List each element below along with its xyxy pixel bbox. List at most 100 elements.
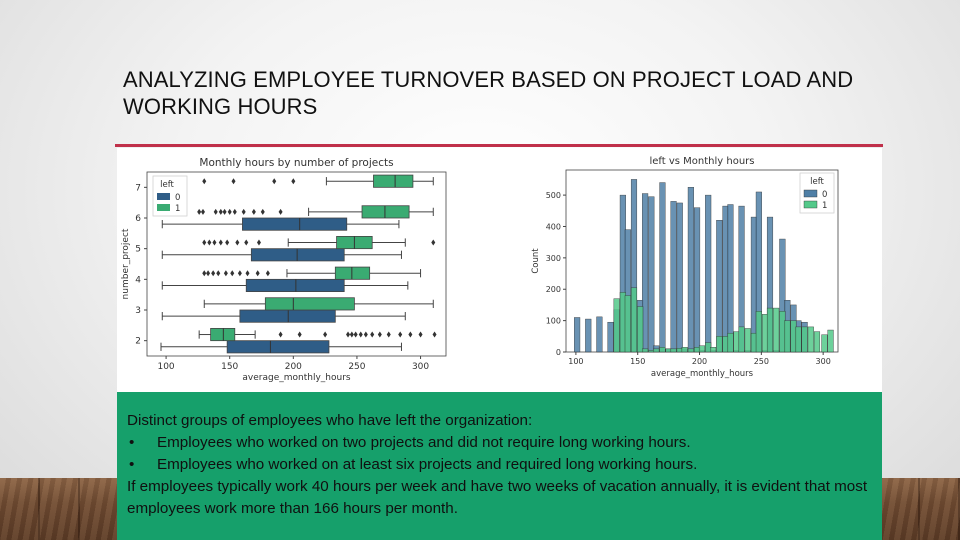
legend-title: left xyxy=(160,180,174,190)
bullet-dot: • xyxy=(129,434,135,451)
histogram-bar-0 xyxy=(607,321,614,353)
bullet-dot: • xyxy=(129,456,135,473)
insight-bullet: • Employees who worked on two projects a… xyxy=(127,432,872,454)
box-1 xyxy=(264,297,355,311)
outlier-point xyxy=(408,331,413,338)
outlier-point xyxy=(222,208,227,215)
histogram-bar-1 xyxy=(795,326,802,353)
y-tick-label: 4 xyxy=(135,275,141,285)
histogram-bar-0 xyxy=(574,317,581,353)
outlier-point xyxy=(218,239,223,246)
outlier-point xyxy=(241,208,246,215)
insight-conclusion: If employees typically work 40 hours per… xyxy=(127,478,868,517)
outlier-point xyxy=(398,331,403,338)
histogram-bar-1 xyxy=(698,345,706,353)
x-axis-label: average_monthly_hours xyxy=(651,369,754,379)
outlier-point xyxy=(213,208,218,215)
legend-swatch xyxy=(157,193,170,200)
histogram-bar-1 xyxy=(716,336,723,353)
histogram-bar-1 xyxy=(613,298,620,353)
histogram-bar-1 xyxy=(710,347,717,353)
histogram-bar-1 xyxy=(738,326,745,353)
y-tick-label: 300 xyxy=(546,254,561,263)
histogram-bar-0 xyxy=(648,196,655,353)
plot-frame xyxy=(146,171,447,357)
outlier-point xyxy=(200,208,205,215)
histogram-bar-1 xyxy=(642,348,649,353)
histogram-bar-1 xyxy=(766,307,774,353)
histogram-bar-1 xyxy=(773,307,780,353)
outlier-point xyxy=(265,270,270,277)
outlier-point xyxy=(363,331,368,338)
outlier-point xyxy=(278,208,283,215)
outlier-point xyxy=(377,331,382,338)
histogram-bar-1 xyxy=(727,332,734,353)
outlier-point xyxy=(225,239,230,246)
outlier-point xyxy=(227,208,232,215)
outlier-point xyxy=(431,239,436,246)
histogram-bar-1 xyxy=(755,311,762,353)
y-tick-label: 7 xyxy=(135,183,141,193)
insight-box: Distinct groups of employees who have le… xyxy=(117,392,882,540)
outlier-point xyxy=(206,270,211,277)
outlier-point xyxy=(358,331,363,338)
histogram-bar-1 xyxy=(630,287,638,353)
outlier-point xyxy=(231,178,236,185)
histogram-bar-1 xyxy=(659,347,666,353)
histogram-bar-1 xyxy=(807,326,814,353)
histogram-bar-0 xyxy=(687,187,694,353)
outlier-point xyxy=(272,178,277,185)
outlier-point xyxy=(291,178,296,185)
x-tick-label: 150 xyxy=(630,357,645,366)
histogram-bar-0 xyxy=(670,201,677,353)
outlier-point xyxy=(202,178,207,185)
x-tick-label: 200 xyxy=(692,357,707,366)
box-1 xyxy=(334,266,371,280)
histogram-bar-1 xyxy=(681,347,688,353)
histogram-bar-0 xyxy=(727,204,734,353)
legend-label: 1 xyxy=(822,201,827,211)
histogram-bar-1 xyxy=(637,306,644,353)
histogram-bar-1 xyxy=(827,329,834,353)
y-axis-label: number_project xyxy=(121,228,131,299)
histogram-bar-0 xyxy=(659,182,666,353)
outlier-point xyxy=(278,331,283,338)
outlier-point xyxy=(235,239,240,246)
y-tick-label: 400 xyxy=(546,222,561,231)
outlier-point xyxy=(223,270,228,277)
chart-title: Monthly hours by number of projects xyxy=(199,157,393,169)
legend-swatch xyxy=(157,204,170,211)
y-tick-label: 5 xyxy=(135,245,141,255)
histogram-bar-1 xyxy=(801,326,808,353)
x-tick-label: 300 xyxy=(412,362,429,372)
box-1 xyxy=(373,174,414,188)
outlier-point xyxy=(244,239,249,246)
outlier-point xyxy=(218,208,223,215)
box-0 xyxy=(250,248,345,262)
slide-title: ANALYZING EMPLOYEE TURNOVER BASED ON PRO… xyxy=(123,67,854,119)
outlier-point xyxy=(211,270,216,277)
box-0 xyxy=(226,340,330,354)
histogram-bar-1 xyxy=(687,348,694,353)
histogram-bar-1 xyxy=(670,348,677,353)
title-underline xyxy=(115,144,883,147)
outlier-point xyxy=(386,331,391,338)
outlier-point xyxy=(202,239,207,246)
outlier-point xyxy=(197,208,202,215)
histogram-bar-0 xyxy=(596,316,603,353)
outlier-point xyxy=(207,239,212,246)
histogram-bar-0 xyxy=(716,220,723,353)
outlier-point xyxy=(418,331,423,338)
y-tick-label: 0 xyxy=(556,348,561,357)
outlier-point xyxy=(232,208,237,215)
y-tick-label: 100 xyxy=(546,317,561,326)
insight-bullet: • Employees who worked on at least six p… xyxy=(127,454,872,476)
insight-intro: Distinct groups of employees who have le… xyxy=(127,412,533,429)
histogram-bar-1 xyxy=(624,295,631,353)
insight-bullet-text: Employees who worked on at least six pro… xyxy=(157,456,698,473)
box-0 xyxy=(245,278,345,292)
x-axis-label: average_monthly_hours xyxy=(242,373,350,383)
outlier-point xyxy=(323,331,328,338)
outlier-point xyxy=(255,270,260,277)
